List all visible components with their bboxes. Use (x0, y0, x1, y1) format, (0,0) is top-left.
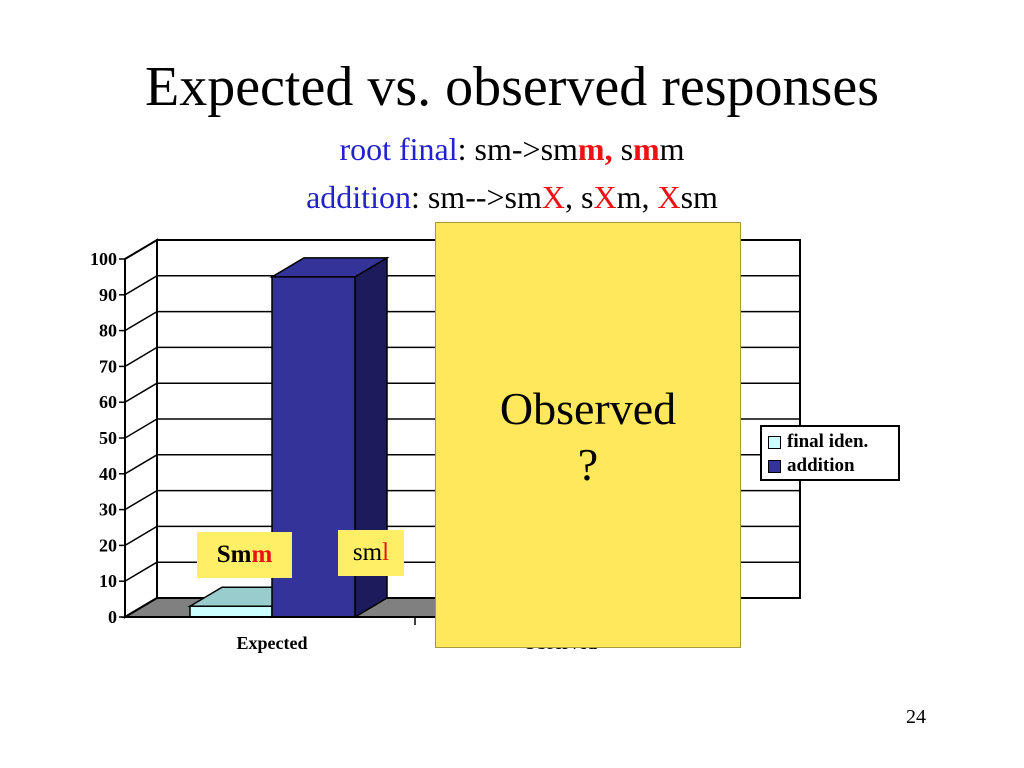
y-tick-label: 50 (99, 428, 117, 448)
gridline-depth (124, 310, 158, 332)
addition-x-3: X (657, 179, 681, 215)
label-smm-mark: m (251, 541, 273, 568)
gridline-depth (124, 525, 158, 547)
y-tick-label: 60 (99, 392, 117, 412)
legend-label-addition: addition (787, 455, 855, 476)
overlay-line-1: Observed (499, 383, 677, 434)
gridline-depth (124, 275, 158, 296)
y-tick-label: 100 (90, 249, 117, 269)
label-sml-mark: l (382, 539, 390, 566)
slide-title: Expected vs. observed responses (144, 56, 879, 118)
gridline-depth (124, 382, 158, 403)
bar-expected-final-iden-front (189, 605, 273, 618)
legend-item-addition: addition (768, 454, 898, 478)
legend-label-final-iden: final iden. (787, 431, 869, 452)
y-tick-label: 30 (99, 500, 117, 520)
addition-text-1: : sm-->sm (410, 179, 542, 215)
root-final-mark-2: m (633, 131, 660, 167)
gridline-depth (124, 418, 158, 439)
gridline-depth (124, 346, 158, 368)
y-tick-label: 0 (108, 607, 117, 627)
y-tick-label: 10 (99, 571, 117, 591)
subtitle-root-final: root final: sm->smm, smm (0, 130, 1024, 168)
subtitle-addition: addition: sm-->smX, sXm, Xsm (0, 178, 1024, 216)
root-final-tail: m (659, 131, 685, 167)
addition-x-1: X (541, 179, 565, 215)
addition-label: addition (306, 179, 411, 215)
overlay-line-2: ? (577, 439, 599, 490)
label-sml: sml (338, 530, 404, 576)
gridline-depth (124, 561, 158, 582)
label-sml-prefix: sm (352, 539, 383, 566)
root-final-mark-1: m, (577, 131, 613, 167)
root-final-text: : sm->sm (457, 131, 578, 167)
page-number: 24 (906, 706, 926, 728)
root-final-label: root final (339, 131, 458, 167)
observed-overlay: Observed ? (435, 222, 741, 648)
addition-text-4: sm (680, 179, 718, 215)
gridline-depth (124, 239, 158, 260)
root-final-space: s (612, 131, 634, 167)
chart-legend: final iden. addition (760, 425, 900, 481)
y-tick-label: 80 (99, 321, 117, 341)
addition-x-2: X (593, 179, 617, 215)
x-tick-label: Expected (237, 633, 308, 653)
y-tick-label: 70 (99, 356, 117, 376)
y-tick-label: 90 (99, 285, 117, 305)
y-tick-label: 20 (99, 535, 117, 555)
gridline-depth (124, 489, 158, 511)
gridline-depth (124, 454, 158, 475)
addition-text-2: , s (565, 179, 594, 215)
legend-swatch-addition (768, 459, 781, 473)
y-tick-label: 40 (99, 464, 117, 484)
label-smm: Smm (197, 532, 292, 578)
legend-swatch-final-iden (768, 435, 781, 449)
label-smm-prefix: Sm (216, 541, 252, 568)
addition-text-3: m, (616, 179, 658, 215)
legend-item-final-iden: final iden. (768, 430, 898, 454)
